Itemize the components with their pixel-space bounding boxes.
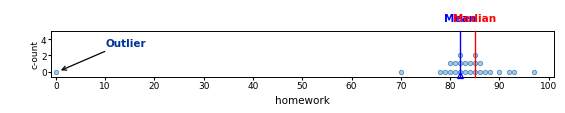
Point: [51, 71, 60, 73]
Point: [460, 63, 470, 65]
Point: [470, 63, 479, 65]
Point: [397, 71, 406, 73]
Point: [450, 71, 459, 73]
Point: [446, 63, 455, 65]
X-axis label: homework: homework: [275, 95, 330, 105]
Point: [450, 63, 459, 65]
Point: [529, 71, 538, 73]
Point: [460, 71, 470, 73]
Point: [470, 71, 479, 73]
Point: [455, 71, 464, 73]
Point: [480, 71, 489, 73]
Text: Median: Median: [453, 14, 497, 24]
Point: [510, 71, 519, 73]
Text: Mean: Mean: [444, 14, 476, 24]
Point: [495, 71, 504, 73]
Point: [475, 71, 484, 73]
Point: [466, 71, 475, 73]
Y-axis label: c-ount: c-ount: [31, 40, 40, 69]
Point: [505, 71, 514, 73]
Point: [455, 55, 464, 57]
Point: [436, 71, 445, 73]
Point: [470, 55, 479, 57]
Point: [466, 63, 475, 65]
Point: [446, 71, 455, 73]
Point: [441, 71, 450, 73]
Point: [455, 63, 464, 65]
Point: [475, 63, 484, 65]
Point: [485, 71, 494, 73]
Text: Outlier: Outlier: [62, 38, 146, 71]
